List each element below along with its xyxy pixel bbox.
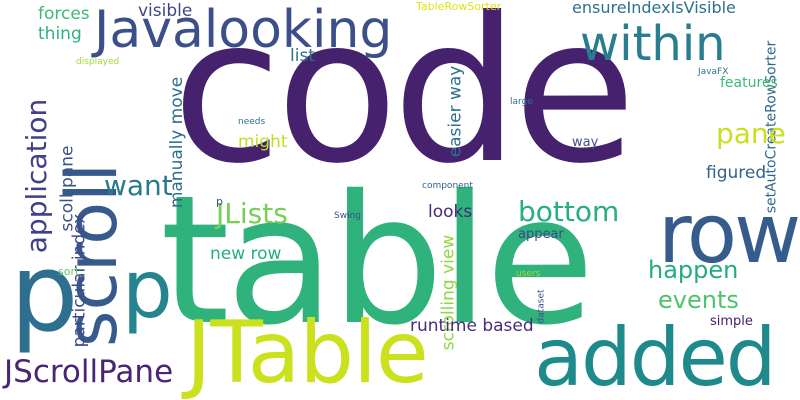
- word-want: want: [104, 169, 173, 202]
- word-jscrollpane: JScrollPane: [4, 354, 174, 390]
- word-needs: needs: [238, 117, 266, 127]
- word-easier-way: easier way: [445, 65, 466, 158]
- word-visible: visible: [138, 1, 193, 21]
- word-swing: Swing: [334, 211, 361, 221]
- word-dataset: dataset: [536, 289, 547, 324]
- word-p-small: p: [216, 195, 223, 208]
- word-p-mid: p: [122, 243, 173, 336]
- word-added: added: [534, 311, 777, 400]
- word-happen: happen: [648, 256, 739, 284]
- word-jtable: JTable: [186, 303, 429, 400]
- word-figured: figured: [706, 163, 767, 183]
- word-component: component: [422, 181, 473, 191]
- word-list: list: [290, 46, 315, 66]
- word-bottom: bottom: [518, 195, 620, 228]
- word-forces: forces: [38, 4, 90, 24]
- word-large: large: [510, 97, 533, 107]
- word-looks: looks: [428, 202, 473, 222]
- word-sort: sort: [58, 265, 80, 278]
- word-ensureindexisvisible: ensureIndexIsVisible: [572, 0, 736, 17]
- word-users: users: [516, 269, 541, 279]
- word-code: code: [172, 0, 636, 208]
- word-might: might: [238, 132, 288, 152]
- word-way: way: [572, 135, 599, 150]
- word-row: row: [658, 187, 800, 282]
- word-runtime-based: runtime based: [410, 316, 534, 336]
- word-pane: pane: [716, 117, 786, 150]
- word-tablerowsorter: TableRowSorter: [416, 0, 502, 13]
- word-table: table: [160, 157, 595, 364]
- word-thing: thing: [38, 24, 82, 44]
- word-particular-index: particular index: [69, 213, 90, 348]
- word-within: within: [580, 16, 726, 72]
- word-appear: appear: [518, 227, 564, 242]
- word-events: events: [658, 286, 739, 314]
- word-features: features: [720, 75, 778, 91]
- word-javafx: JavaFX: [698, 67, 729, 77]
- word-javalooking: Javalooking: [94, 0, 393, 60]
- word-application: application: [20, 98, 54, 254]
- word-new-row: new row: [210, 244, 282, 264]
- word-jlists: JLists: [216, 197, 288, 230]
- word-simple: simple: [710, 314, 753, 329]
- word-p-big: p: [10, 231, 79, 356]
- word-displayed: displayed: [76, 57, 120, 67]
